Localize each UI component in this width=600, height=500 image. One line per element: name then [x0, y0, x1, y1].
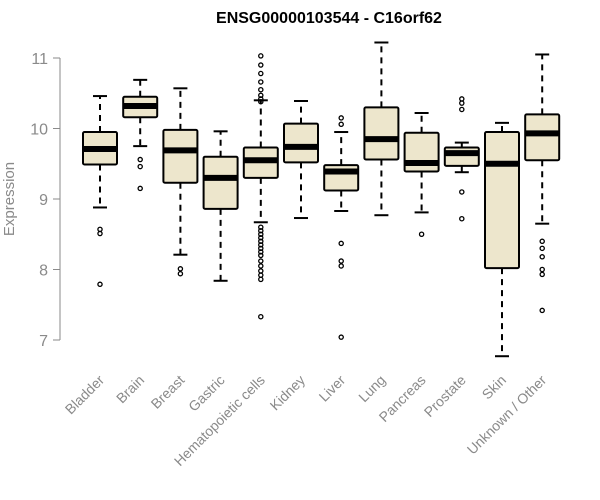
outlier-point [338, 240, 344, 247]
outlier-point [258, 249, 264, 255]
box-iqr [363, 106, 400, 161]
outlier-point [539, 254, 545, 260]
outlier-point [177, 270, 184, 277]
x-tick-label: Skin [479, 372, 510, 403]
box-group-kidney [283, 100, 319, 220]
outlier-point [459, 215, 465, 222]
outlier-point [258, 313, 264, 320]
outlier-point [459, 96, 465, 102]
box-group-pancreas [403, 111, 440, 237]
y-tick-label: 11 [31, 51, 48, 68]
box-iqr [484, 131, 520, 270]
y-tick-label: 7 [39, 333, 48, 350]
x-tick-label: Bladder [62, 372, 108, 418]
outlier-point [539, 266, 545, 273]
box-iqr [524, 113, 561, 162]
outlier-point [258, 224, 264, 230]
outlier-point [539, 238, 545, 245]
outlier-point [258, 238, 264, 245]
box-iqr [202, 155, 239, 210]
outlier-point [137, 185, 143, 192]
box-group-liver [323, 115, 360, 340]
outlier-point [258, 272, 264, 278]
outlier-point [258, 245, 264, 252]
outlier-point [137, 163, 143, 170]
outlier-point [539, 271, 545, 278]
outlier-point [137, 156, 143, 163]
y-tick-label: 10 [30, 122, 48, 139]
x-tick-label: Breast [148, 372, 188, 412]
box-group-skin [484, 121, 520, 358]
outlier-point [539, 245, 545, 252]
outlier-point [258, 92, 264, 99]
outlier-point [258, 268, 264, 274]
outlier-point [258, 263, 264, 269]
box-group-prostate [443, 96, 480, 222]
box-group-hematopoietic-cells [242, 53, 279, 320]
outlier-point [258, 96, 264, 102]
outlier-point [459, 106, 465, 113]
outlier-point [459, 189, 465, 195]
box-group-breast [162, 87, 199, 277]
outlier-point [258, 235, 264, 241]
outlier-point [258, 53, 264, 59]
outlier-point [258, 79, 264, 85]
outlier-point [338, 334, 344, 340]
box-group-lung [363, 41, 400, 217]
y-tick-label: 9 [39, 192, 48, 209]
outlier-point [258, 62, 264, 68]
x-tick-label: Kidney [267, 372, 309, 414]
outlier-point [97, 230, 103, 237]
x-tick-label: Prostate [421, 372, 469, 420]
x-tick-label: Brain [113, 372, 147, 406]
box-group-unknown-other [524, 53, 561, 314]
outlier-point [258, 252, 264, 259]
outlier-point [338, 121, 344, 128]
outlier-point [258, 242, 264, 248]
outlier-point [539, 307, 545, 314]
box-group-brain [122, 78, 159, 192]
outlier-point [459, 100, 465, 106]
y-axis: 7 8 9 10 11 [30, 51, 61, 350]
outlier-point [258, 227, 264, 234]
plot-area [82, 41, 561, 358]
x-tick-label: Lung [355, 372, 388, 405]
box-iqr [283, 122, 319, 164]
outlier-point [338, 258, 344, 264]
outlier-point [258, 258, 264, 264]
outlier-point [418, 231, 425, 237]
y-tick-label: 8 [39, 263, 48, 280]
outlier-point [258, 276, 264, 283]
box-group-bladder [82, 95, 118, 288]
outlier-point [258, 231, 264, 237]
x-tick-label: Liver [316, 372, 349, 405]
box-group-gastric [202, 130, 239, 282]
outlier-point [258, 86, 264, 93]
outlier-point [177, 266, 184, 272]
outlier-point [338, 263, 344, 269]
box-iqr [162, 128, 199, 184]
y-axis-title: Expression [1, 162, 18, 236]
outlier-point [258, 70, 264, 77]
chart-title: ENSG00000103544 - C16orf62 [216, 10, 442, 27]
outlier-point [97, 281, 103, 288]
outlier-point [338, 115, 344, 121]
outlier-point [97, 226, 103, 233]
outlier-point [258, 98, 264, 105]
